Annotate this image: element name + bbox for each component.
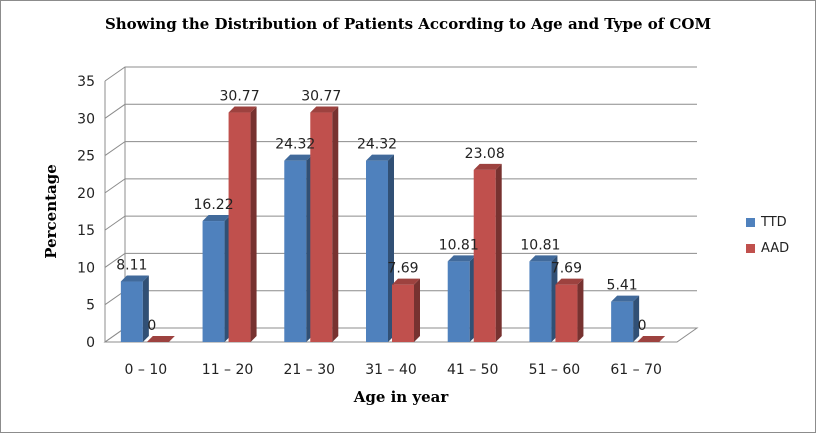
bar-ttd [202,215,231,342]
legend-item-ttd: TTD [746,209,789,235]
data-label-ttd: 10.81 [520,237,560,253]
legend-swatch [746,243,755,253]
x-tick-label: 11 – 20 [202,362,254,378]
gridline [104,103,697,119]
y-tick-label: 30 [77,111,95,127]
legend-label: AAD [761,240,790,256]
y-tick-label: 5 [86,298,95,314]
bar-ttd [366,154,394,342]
data-label-ttd: 5.41 [607,278,638,294]
gridline [104,215,697,231]
x-tick-label: 41 – 50 [447,362,499,378]
data-label-aad: 0 [638,318,647,334]
bar-aad [146,336,175,342]
y-axis-title: Percentage [42,164,60,259]
data-label-aad: 30.77 [220,89,260,105]
data-label-ttd: 24.32 [275,137,315,153]
gridline [104,141,697,156]
y-tick-label: 15 [77,223,95,239]
y-tick-label: 20 [77,186,95,202]
data-label-aad: 7.69 [551,261,582,277]
data-label-aad: 0 [147,318,156,334]
bar-ttd [284,154,313,342]
x-tick-label: 31 – 40 [365,362,417,378]
legend-item-aad: AAD [746,235,789,261]
legend: TTD AAD [746,209,789,261]
data-label-ttd: 10.81 [439,237,479,253]
gridline [104,66,697,82]
x-axis-title: Age in year [353,388,450,406]
x-tick-label: 0 – 10 [125,362,168,378]
gridline [104,178,697,194]
y-tick-label: 35 [77,74,95,90]
bars [120,106,666,342]
x-tick-label: 51 – 60 [529,362,581,378]
y-tick-label: 0 [86,335,95,351]
y-tick-label: 10 [77,260,95,276]
y-tick-labels: 0 5 10 15 20 25 30 35 [77,74,95,351]
data-label-aad: 7.69 [387,261,418,277]
bar-aad [392,278,420,342]
chart-title: Showing the Distribution of Patients Acc… [104,15,712,33]
data-label-ttd: 16.22 [194,197,234,213]
bar-aad [555,278,584,342]
legend-swatch [746,217,755,227]
x-tick-label: 61 – 70 [610,362,662,378]
data-label-ttd: 24.32 [357,137,397,153]
bar-ttd [611,295,640,342]
bar-aad [228,106,257,342]
legend-label: TTD [761,214,787,230]
bar-aad [310,106,339,342]
bar-ttd [447,255,476,342]
data-label-ttd: 8.11 [116,258,147,274]
bar-ttd [529,255,558,342]
y-tick-label: 25 [77,149,95,165]
x-tick-label: 21 – 30 [284,362,336,378]
bar-aad [473,163,502,342]
bar-ttd [120,275,149,342]
data-labels: 8.11 0 16.22 30.77 24.32 30.77 24.32 7.69 10.81 2… [116,89,646,334]
bar-aad [637,336,666,342]
data-label-aad: 30.77 [301,89,341,105]
data-label-aad: 23.08 [465,146,505,162]
